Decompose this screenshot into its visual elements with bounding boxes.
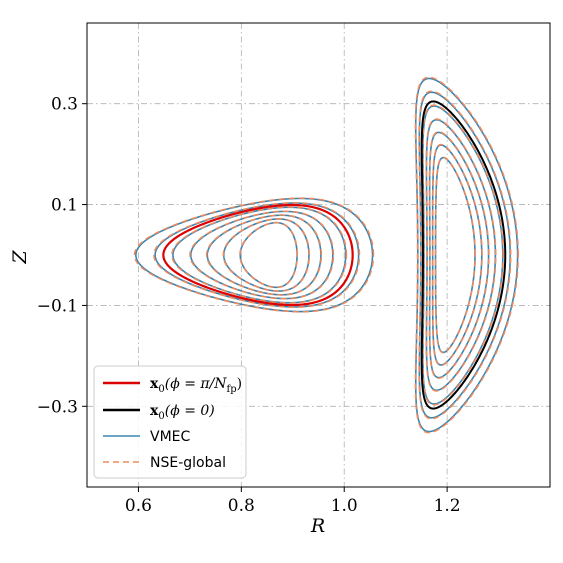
x-tick-label-0: 0.6 [125,496,152,516]
legend-x0-end: ) [237,376,242,392]
crescent-nse-surface-5 [431,143,483,367]
legend-label-x0-phi-0: x0(ϕ = 0) [150,403,215,422]
y-tick-label-1: 0.1 [51,196,78,216]
legend-label-x0-phi-pi: x0(ϕ = π/Nfp) [150,376,242,395]
y-tick-label-3: −0.3 [37,397,78,417]
crescent-nse-surface-2 [421,104,504,406]
y-axis-ticks: 0.3 0.1 −0.1 −0.3 [37,95,87,417]
x-tick-label-3: 1.2 [434,496,461,516]
bean-nse-surface-5 [222,218,311,292]
crescent-nse-surface-0 [414,76,519,434]
legend-x0-sub2: fp [227,384,237,395]
x-tick-label-1: 0.8 [228,496,255,516]
crescent-nse-surface-6 [434,156,476,354]
legend-box [93,365,247,479]
legend-x0-main: x [150,376,159,392]
bean-nse-surface-3 [189,210,335,300]
legend: x0(ϕ = π/Nfp) x0(ϕ = 0) VMEC NSE-global [93,365,247,479]
y-tick-label-0: 0.3 [51,95,78,115]
bean-nse-surface-4 [205,214,323,296]
legend-x0b-main: x [150,403,159,419]
legend-label-nse-global: NSE-global [150,455,226,471]
legend-x0-sub: 0 [158,384,164,395]
legend-x0b-sub: 0 [158,411,164,422]
legend-x0-rest: (ϕ = π/N [165,376,228,392]
bean-nse-surface-1 [153,202,361,308]
x0-boundary-phi-pi [162,203,354,307]
legend-x0b-rest: (ϕ = 0) [165,403,215,419]
crescent-nse-surface-4 [428,131,490,379]
x-axis-label: R [310,515,325,537]
y-tick-label-2: −0.1 [37,296,78,316]
bean-nse-surface-0 [133,197,375,313]
crescent-nse-surface-1 [418,90,512,420]
x-axis-ticks: 0.6 0.8 1.0 1.2 [125,487,461,516]
plot-frame [86,22,551,488]
crescent-nse-surface-3 [425,118,497,392]
legend-label-vmec: VMEC [150,429,191,445]
flux-surfaces [133,76,519,434]
x-tick-label-2: 1.0 [331,496,358,516]
x0-boundary-phi-0 [420,100,507,410]
bean-nse-surface-6 [239,221,299,289]
y-axis-label: Z [9,250,31,265]
